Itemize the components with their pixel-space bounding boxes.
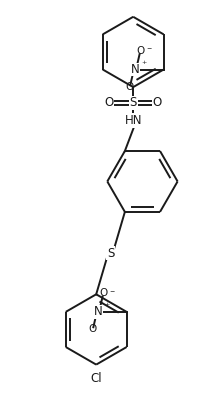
Text: $^+$: $^+$ (140, 59, 147, 68)
Text: O: O (125, 82, 134, 92)
Text: O: O (99, 289, 108, 298)
Text: $^-$: $^-$ (108, 288, 116, 297)
Text: O: O (136, 46, 145, 56)
Text: O: O (105, 96, 114, 109)
Text: O: O (88, 324, 97, 335)
Text: HN: HN (125, 114, 142, 127)
Text: $^-$: $^-$ (145, 45, 153, 54)
Text: $^+$: $^+$ (103, 301, 111, 310)
Text: S: S (107, 247, 114, 260)
Text: S: S (129, 96, 137, 109)
Text: O: O (153, 96, 162, 109)
Text: N: N (131, 63, 139, 76)
Text: Cl: Cl (90, 372, 102, 385)
Text: N: N (94, 305, 102, 319)
